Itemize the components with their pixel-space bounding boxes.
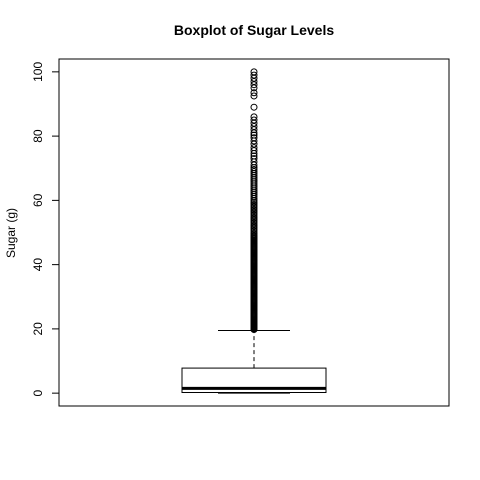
y-tick-label: 20	[31, 322, 45, 336]
y-tick-label: 100	[31, 62, 45, 82]
outlier-point	[250, 113, 258, 121]
y-tick-label: 0	[31, 389, 45, 396]
y-tick-label: 80	[31, 129, 45, 143]
outlier-points	[250, 68, 258, 334]
iqr-box	[181, 367, 327, 394]
outlier-point	[250, 166, 258, 174]
y-tick-label: 60	[31, 193, 45, 207]
outlier-point	[250, 131, 258, 139]
outlier-point	[250, 92, 258, 100]
y-axis: 0 20 40 60 80 100	[31, 62, 60, 396]
outlier-point	[250, 103, 258, 111]
y-tick-label: 40	[31, 258, 45, 272]
outlier-point	[250, 155, 258, 163]
y-axis-label: Sugar (g)	[4, 208, 18, 258]
outlier-point	[250, 116, 258, 124]
outlier-point	[250, 71, 258, 79]
outlier-point	[250, 144, 258, 152]
outlier-point	[250, 68, 258, 76]
outlier-point	[250, 152, 258, 160]
chart-title: Boxplot of Sugar Levels	[174, 22, 334, 38]
boxplot-series	[181, 329, 327, 394]
outlier-point	[250, 134, 258, 142]
outlier-point	[250, 89, 258, 97]
